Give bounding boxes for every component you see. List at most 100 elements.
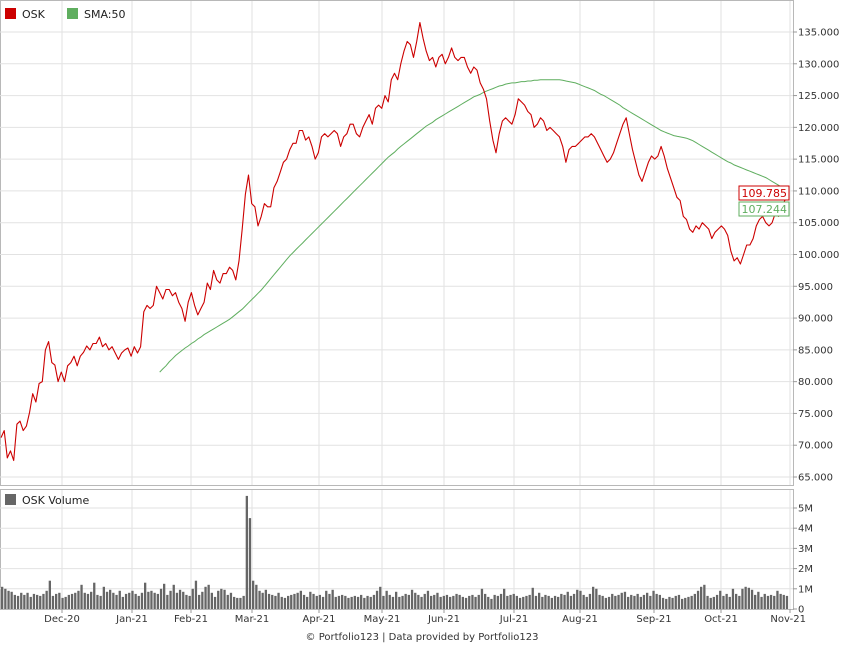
volume-bar: [484, 593, 487, 609]
volume-bar: [668, 596, 671, 609]
volume-bar: [150, 590, 153, 609]
volume-bar: [423, 593, 426, 609]
volume-bar: [541, 596, 544, 609]
volume-bar: [407, 594, 410, 609]
volume-bar: [684, 597, 687, 609]
volume-bar: [128, 592, 131, 609]
volume-bar: [277, 592, 280, 609]
sma-50-line: [159, 79, 789, 373]
volume-bar: [236, 597, 239, 609]
osk-price-line: [0, 21, 789, 462]
volume-bar: [178, 589, 182, 609]
volume-bar: [220, 588, 223, 609]
volume-bar: [782, 594, 785, 609]
volume-bar: [557, 596, 560, 609]
volume-bar: [773, 595, 776, 609]
volume-legend: OSK Volume: [5, 494, 89, 507]
volume-bar: [385, 590, 388, 609]
volume-bar: [468, 595, 471, 609]
last-price-label: 109.785: [742, 187, 788, 200]
volume-bar: [509, 594, 512, 609]
legend-swatch-osk: [5, 8, 16, 19]
volume-bar: [547, 595, 550, 609]
volume-bar: [576, 589, 579, 609]
price-gridlines: [0, 1, 793, 485]
volume-bar: [16, 595, 20, 609]
volume-bar: [325, 590, 328, 609]
volume-bar: [188, 595, 191, 609]
volume-bar: [627, 596, 630, 609]
price-y-tick-label: 90.000: [798, 314, 833, 325]
price-legend: OSK SMA:50: [5, 8, 126, 21]
volume-bar: [417, 594, 420, 609]
volume-bar: [531, 587, 534, 609]
volume-bar: [321, 596, 325, 609]
volume-bar: [414, 592, 417, 609]
volume-bar: [681, 598, 684, 609]
volume-bar: [42, 593, 45, 609]
volume-y-tick-label: 3M: [798, 544, 813, 555]
volume-bar: [80, 584, 83, 609]
legend-label-volume: OSK Volume: [22, 494, 89, 507]
volume-bar: [528, 594, 531, 609]
volume-bar: [233, 596, 236, 609]
volume-bar: [140, 592, 144, 609]
volume-bar: [99, 595, 102, 609]
volume-bar: [213, 596, 217, 609]
last-sma-label: 107.244: [742, 203, 788, 216]
volume-bar: [248, 518, 252, 609]
volume-bar: [588, 593, 592, 609]
volume-bar: [96, 594, 99, 609]
volume-bar: [32, 593, 36, 609]
volume-bar: [639, 596, 642, 609]
volume-bar: [356, 596, 360, 609]
volume-bar: [7, 590, 10, 609]
volume-bar: [283, 597, 287, 609]
volume-bar: [614, 595, 617, 609]
price-y-axis: 135.000 130.000 125.000 120.000 115.000 110.0…: [793, 28, 839, 484]
price-panel-frame: [0, 0, 794, 486]
volume-bar: [715, 594, 719, 609]
volume-bar: [10, 591, 13, 609]
volume-bar: [23, 594, 26, 609]
volume-bar: [312, 593, 315, 609]
volume-bar: [366, 595, 369, 609]
price-y-tick-label: 105.000: [798, 218, 839, 229]
x-axis-tick-label: Sep-21: [636, 614, 671, 625]
volume-bar: [709, 597, 712, 609]
volume-bar: [118, 590, 121, 609]
x-axis-tick-label: Feb-21: [174, 614, 208, 625]
volume-bar: [512, 593, 515, 609]
volume-bar: [229, 592, 233, 609]
price-y-tick-label: 120.000: [798, 123, 839, 134]
legend-label-sma: SMA:50: [84, 8, 126, 21]
volume-bar: [560, 593, 563, 609]
volume-bar: [13, 594, 16, 609]
volume-bar: [159, 588, 163, 609]
volume-bar: [264, 589, 267, 609]
volume-bar: [77, 590, 80, 609]
volume-bar: [642, 594, 646, 609]
volume-bar: [131, 590, 134, 609]
volume-bar: [185, 594, 188, 609]
volume-bar: [477, 594, 480, 609]
volume-bar: [550, 597, 553, 609]
x-axis-tick-label: Mar-21: [235, 614, 270, 625]
volume-bar: [712, 596, 715, 609]
volume-bar: [738, 595, 741, 609]
volume-bar: [223, 589, 226, 609]
volume-bar: [204, 586, 207, 609]
price-y-tick-label: 65.000: [798, 473, 833, 484]
volume-bar: [163, 583, 166, 610]
volume-bar: [553, 595, 557, 609]
volume-bar: [280, 596, 283, 609]
last-price-box: [738, 185, 790, 201]
x-axis-tick-label: Apr-21: [303, 614, 336, 625]
volume-bar: [242, 595, 245, 609]
volume-bar: [442, 595, 445, 609]
volume-bar: [722, 595, 725, 609]
volume-bar: [350, 596, 353, 609]
volume-bar: [315, 595, 318, 609]
volume-bar: [563, 594, 566, 609]
price-y-tick-label: 80.000: [798, 377, 833, 388]
